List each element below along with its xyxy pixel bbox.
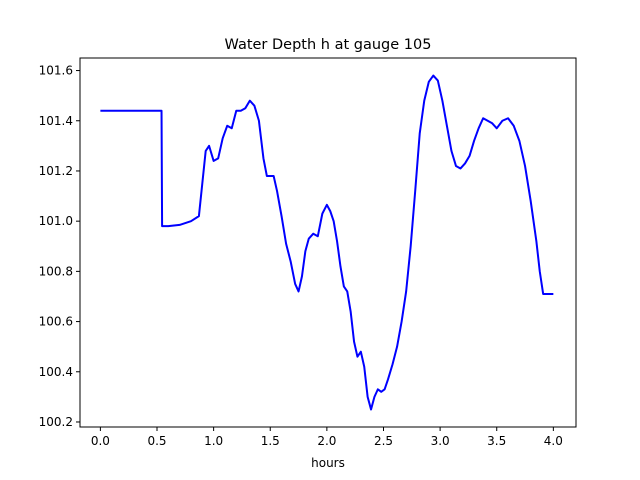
y-tick-label: 100.2 bbox=[39, 415, 73, 429]
x-tick-label: 0.0 bbox=[91, 434, 110, 448]
y-tick-label: 101.4 bbox=[39, 114, 73, 128]
y-tick-label: 100.4 bbox=[39, 365, 73, 379]
x-tick-label: 1.5 bbox=[261, 434, 280, 448]
x-tick-label: 2.0 bbox=[317, 434, 336, 448]
x-tick-label: 3.0 bbox=[431, 434, 450, 448]
series-line-0 bbox=[100, 74, 554, 411]
chart-title: Water Depth h at gauge 105 bbox=[225, 37, 432, 53]
y-axis-ticks: 100.2 100.4 100.6 100.8 101.0 101.2 101.4 101.6 bbox=[39, 64, 80, 429]
y-tick-label: 101.2 bbox=[39, 164, 73, 178]
x-tick-label: 0.5 bbox=[147, 434, 166, 448]
x-tick-label: 3.5 bbox=[487, 434, 506, 448]
x-tick-label: 1.0 bbox=[204, 434, 223, 448]
y-tick-label: 100.6 bbox=[39, 315, 73, 329]
plot-frame bbox=[79, 57, 577, 428]
plot-area bbox=[100, 74, 554, 411]
y-tick-label: 100.8 bbox=[39, 264, 73, 278]
x-tick-label: 4.0 bbox=[544, 434, 563, 448]
y-tick-label: 101.0 bbox=[39, 214, 73, 228]
x-axis-ticks: 0.0 0.5 1.0 1.5 2.0 2.5 3.0 3.5 4.0 bbox=[91, 427, 563, 448]
y-tick-label: 101.6 bbox=[39, 64, 73, 78]
x-tick-label: 2.5 bbox=[374, 434, 393, 448]
x-axis-label: hours bbox=[311, 456, 345, 470]
